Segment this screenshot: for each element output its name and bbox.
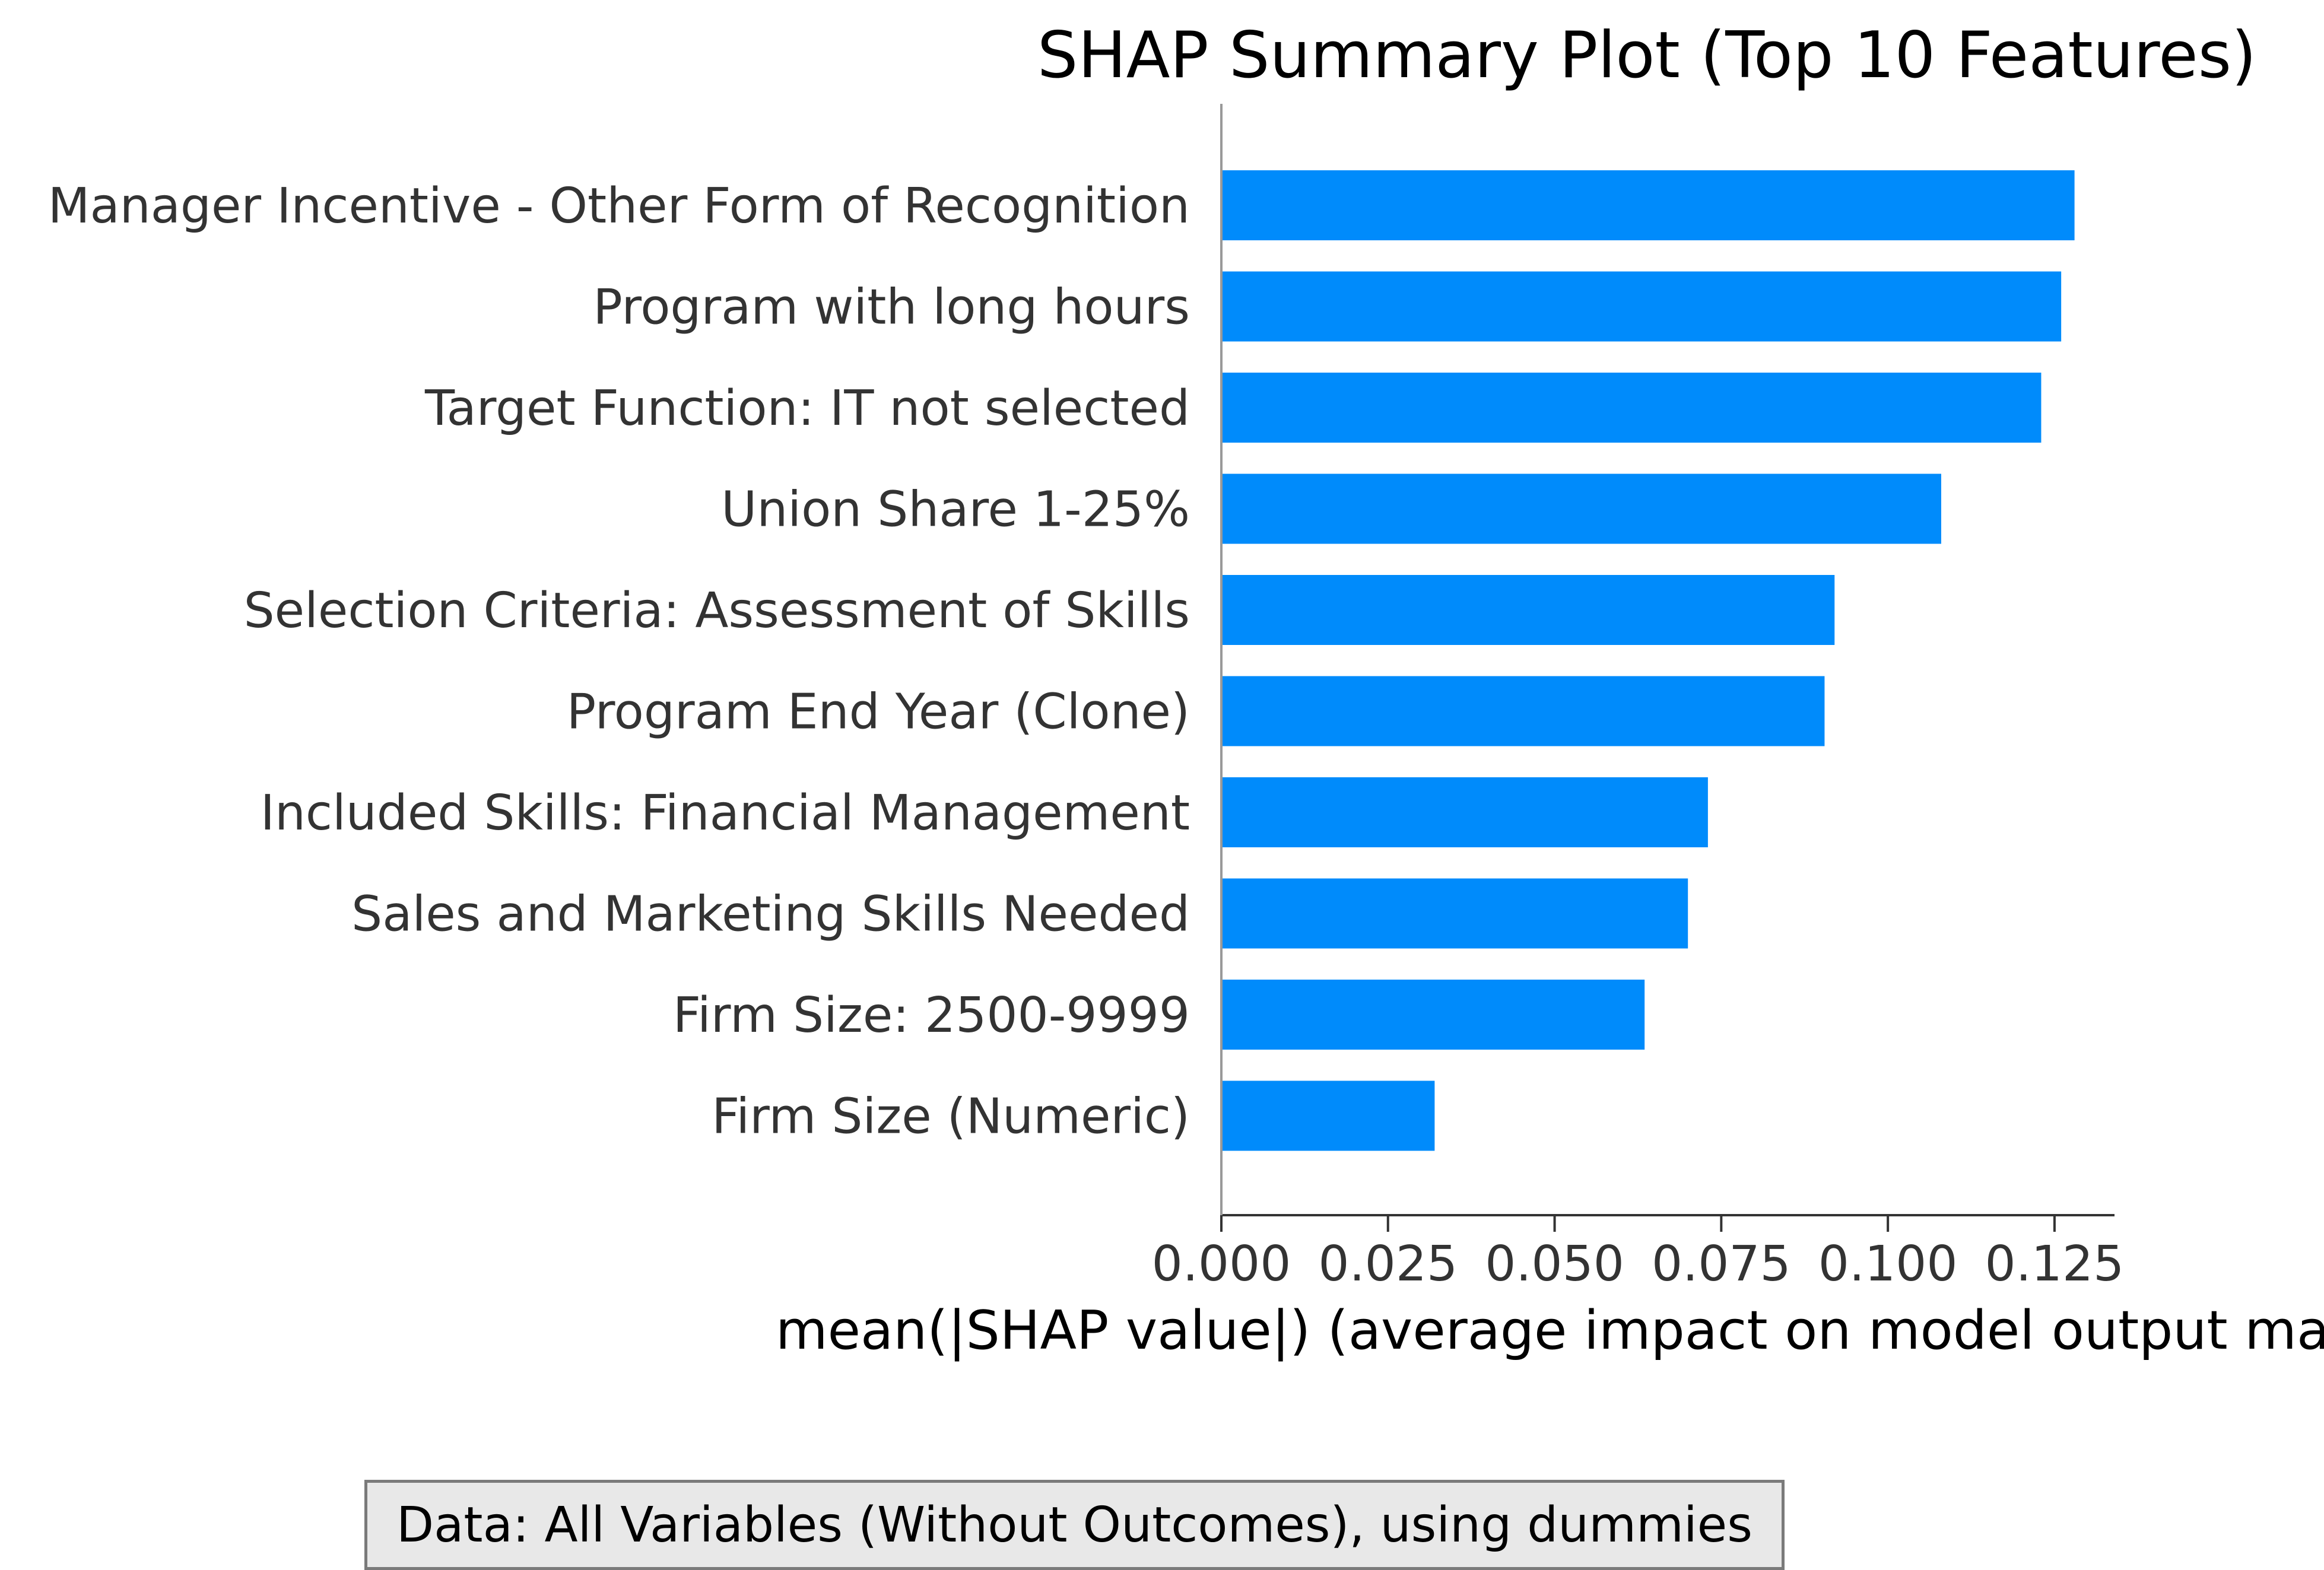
x-tick-label: 0.000: [1152, 1236, 1291, 1292]
dataset-note-text: Data: All Variables (Without Outcomes), …: [396, 1496, 1752, 1553]
x-tick-label: 0.050: [1485, 1236, 1624, 1292]
bar: [1221, 170, 2075, 240]
bar: [1221, 980, 1645, 1050]
category-label: Firm Size: 2500-9999: [673, 987, 1190, 1044]
category-label: Union Share 1-25%: [721, 482, 1190, 538]
bar: [1221, 575, 1835, 645]
bar: [1221, 271, 2062, 342]
bar: [1221, 777, 1708, 847]
category-label: Sales and Marketing Skills Needed: [351, 886, 1190, 943]
x-tick-label: 0.025: [1318, 1236, 1458, 1292]
category-label: Selection Criteria: Assessment of Skills: [244, 583, 1190, 639]
x-tick-label: 0.075: [1652, 1236, 1791, 1292]
x-tick-label: 0.100: [1818, 1236, 1958, 1292]
chart-title: SHAP Summary Plot (Top 10 Features): [1037, 18, 2256, 93]
bar: [1221, 373, 2042, 443]
category-label: Firm Size (Numeric): [712, 1089, 1190, 1145]
bar: [1221, 473, 1941, 544]
bar: [1221, 878, 1688, 949]
dataset-note: Data: All Variables (Without Outcomes), …: [364, 1480, 1785, 1570]
x-tick-label: 0.125: [1985, 1236, 2125, 1292]
x-axis: 0.000 0.025 0.050 0.075 0.100 0.125: [1152, 1214, 2125, 1292]
category-label: Target Function: IT not selected: [424, 380, 1190, 437]
category-label: Program End Year (Clone): [567, 684, 1190, 740]
bar: [1221, 1080, 1435, 1151]
bar: [1221, 676, 1825, 746]
category-label: Manager Incentive - Other Form of Recogn…: [48, 178, 1190, 234]
category-labels: Manager Incentive - Other Form of Recogn…: [48, 178, 1190, 1145]
category-label: Included Skills: Financial Management: [261, 785, 1190, 841]
x-axis-label: mean(|SHAP value|) (average impact on mo…: [776, 1299, 2324, 1362]
category-label: Program with long hours: [593, 279, 1190, 336]
bars-layer: [1221, 170, 2075, 1151]
